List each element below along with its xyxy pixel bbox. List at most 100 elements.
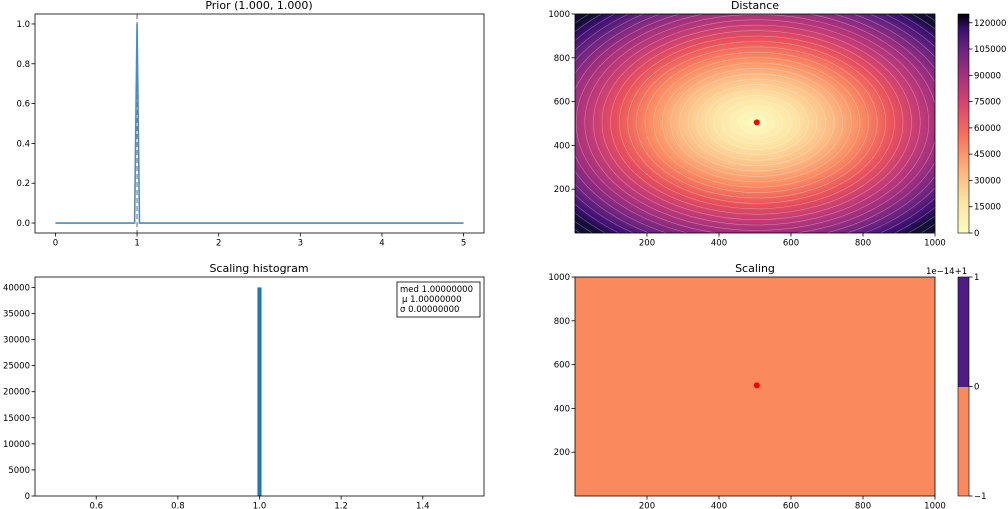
x-tick-label: 4 [379,239,384,249]
x-tick-label: 600 [783,502,799,509]
y-tick-label: 25000 [3,362,30,372]
scaling-x-ticks: 200 400 600 800 1000 [639,496,946,509]
y-tick-label: 10000 [3,440,30,450]
histogram-stats-box: med 1.00000000 μ 1.00000000 σ 0.00000000 [396,281,481,318]
scaling-colorbar-ticks: 1 0 −1 [969,273,987,502]
prior-x-ticks: 0 1 2 3 4 5 [53,233,466,249]
y-tick-label: 800 [554,54,570,64]
x-tick-label: 0.6 [89,502,103,509]
y-tick-label: 35000 [3,310,30,320]
x-tick-label: 200 [639,502,655,509]
y-tick-label: 0.4 [16,139,30,149]
colorbar-tick-label: 120000 [974,19,1006,29]
y-tick-label: 600 [554,98,570,108]
prior-frame [34,13,485,234]
distance-center-marker [753,119,760,126]
distance-contour-line [661,62,852,183]
scaling-center-marker [753,382,760,389]
distance-contour-line [739,111,775,134]
colorbar-tick-label: −1 [974,492,987,502]
distance-contours [575,14,935,233]
x-tick-label: 800 [855,239,871,249]
stats-std: σ 0.00000000 [400,305,459,315]
x-tick-label: 1000 [924,502,946,509]
x-tick-label: 0.8 [171,502,185,509]
y-tick-label: 0 [25,492,30,502]
y-tick-label: 200 [554,448,570,458]
colorbar-tick-label: 90000 [974,71,1001,81]
y-tick-label: 20000 [3,388,30,398]
colorbar-tick-label: 0 [974,229,979,239]
y-tick-label: 15000 [3,414,30,424]
distance-contour-line [653,57,861,188]
x-tick-label: 1000 [924,239,946,249]
distance-contour-line [722,100,792,145]
distance-contour-line [593,19,921,226]
prior-title: Prior (1.000, 1.000) [205,0,312,12]
prior-y-ticks: 0.0 0.2 0.4 0.6 0.8 1.0 [16,20,35,229]
colorbar-tick-label: 0 [974,383,979,393]
x-tick-label: 200 [639,239,655,249]
prior-marks [55,14,464,233]
histogram-panel: Scaling histogram 0.6 0.8 1.0 1.2 1.4 0 5000 1… [3,262,485,509]
y-tick-label: 1000 [548,273,570,283]
distance-contour-line [601,24,912,220]
x-tick-label: 1.2 [334,502,348,509]
y-tick-label: 600 [554,361,570,371]
y-tick-label: 1000 [548,10,570,20]
scaling-title: Scaling [735,262,775,275]
y-tick-label: 0.8 [16,60,30,70]
scaling-colorbar-lower [958,387,969,496]
distance-contour-line [747,116,766,129]
distance-contour-line [679,73,835,172]
distance-contour-line [636,46,878,199]
y-tick-label: 30000 [3,336,30,346]
distance-contour-line [696,84,818,161]
stats-mean: μ 1.00000000 [402,295,461,305]
distance-contour-line [644,51,869,193]
distance-colorbar [957,13,970,234]
scaling-colorbar-offset: 1e−14+1 [926,267,967,277]
x-tick-label: 1.4 [416,502,430,509]
distance-contour-line [687,78,826,166]
colorbar-tick-label: 30000 [974,176,1001,186]
x-tick-label: 1.0 [253,502,267,509]
colorbar-tick-label: 60000 [974,124,1001,134]
scaling-frame [574,276,936,497]
prior-panel: Prior (1.000, 1.000) 0 1 2 3 4 5 0.0 0.2 0.4 0.6… [16,0,485,249]
distance-frame [574,13,936,234]
distance-contour-line [584,14,930,231]
distance-x-ticks: 200 400 600 800 1000 [639,233,946,249]
histogram-y-ticks: 0 5000 10000 15000 20000 25000 30000 35000 40000 [3,283,35,502]
histogram-x-ticks: 0.6 0.8 1.0 1.2 1.4 [89,496,430,509]
distance-contour-line [730,105,783,139]
distance-panel: Distance 200 400 600 800 1000 200 400 600 800 10… [548,0,1006,249]
histogram-bar [257,287,262,496]
y-tick-label: 1.0 [16,20,30,30]
distance-contour-line [627,41,887,204]
x-tick-label: 400 [711,239,727,249]
scaling-panel: Scaling 200 400 600 800 1000 200 400 600 800 100… [548,262,986,509]
x-tick-label: 5 [461,239,466,249]
distance-contour-line [704,89,809,156]
y-tick-label: 200 [554,185,570,195]
histogram-bars [257,287,262,496]
distance-colorbar-ticks: 0 15000 30000 45000 60000 75000 90000 105000 120… [969,19,1006,239]
x-tick-label: 600 [783,239,799,249]
distance-title: Distance [731,0,779,12]
colorbar-tick-label: 1 [974,273,979,283]
colorbar-tick-label: 15000 [974,203,1001,213]
prior-series-line [55,23,464,224]
x-tick-label: 0 [53,239,58,249]
x-tick-label: 800 [855,502,871,509]
y-tick-label: 0.6 [16,100,30,110]
colorbar-tick-label: 75000 [974,98,1001,108]
distance-contour-line [618,35,895,210]
distance-y-ticks: 200 400 600 800 1000 [548,10,575,195]
y-tick-label: 0.0 [16,219,30,229]
x-tick-label: 400 [711,502,727,509]
y-tick-label: 800 [554,317,570,327]
y-tick-label: 400 [554,404,570,414]
scaling-y-ticks: 200 400 600 800 1000 [548,273,575,458]
x-tick-label: 2 [216,239,221,249]
